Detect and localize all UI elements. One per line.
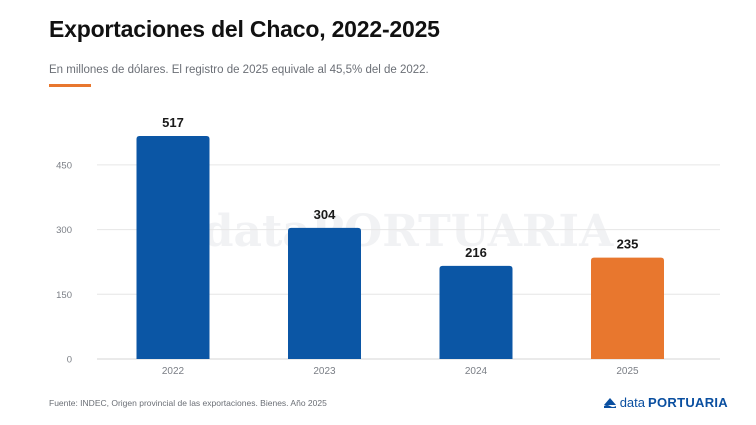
logo-text-data: data — [619, 395, 646, 410]
chart-subtitle: En millones de dólares. El registro de 2… — [49, 64, 429, 76]
data-label: 517 — [162, 115, 184, 130]
bar — [439, 265, 513, 359]
data-label: 235 — [617, 237, 639, 252]
brand-logo: data PORTUARIA — [603, 395, 728, 410]
y-tick-label: 300 — [56, 225, 72, 236]
bar — [591, 257, 664, 359]
y-tick-label: 0 — [67, 355, 72, 366]
accent-line — [49, 84, 91, 87]
logo-icon — [603, 397, 616, 408]
chart-title: Exportaciones del Chaco, 2022-2025 — [49, 16, 440, 42]
x-tick-label: 2025 — [616, 366, 639, 377]
bar — [136, 136, 210, 359]
source-note: Fuente: INDEC, Origen provincial de las … — [49, 398, 327, 408]
y-tick-label: 450 — [56, 160, 72, 171]
bar — [288, 227, 361, 359]
y-tick-label: 150 — [56, 290, 72, 301]
x-tick-label: 2023 — [313, 366, 336, 377]
data-label: 304 — [314, 207, 336, 222]
x-tick-label: 2024 — [465, 366, 488, 377]
watermark-text: dataPORTUARIA — [203, 206, 614, 257]
logo-text-portuaria: PORTUARIA — [648, 395, 728, 410]
x-tick-label: 2022 — [162, 366, 185, 377]
data-label: 216 — [465, 245, 487, 260]
